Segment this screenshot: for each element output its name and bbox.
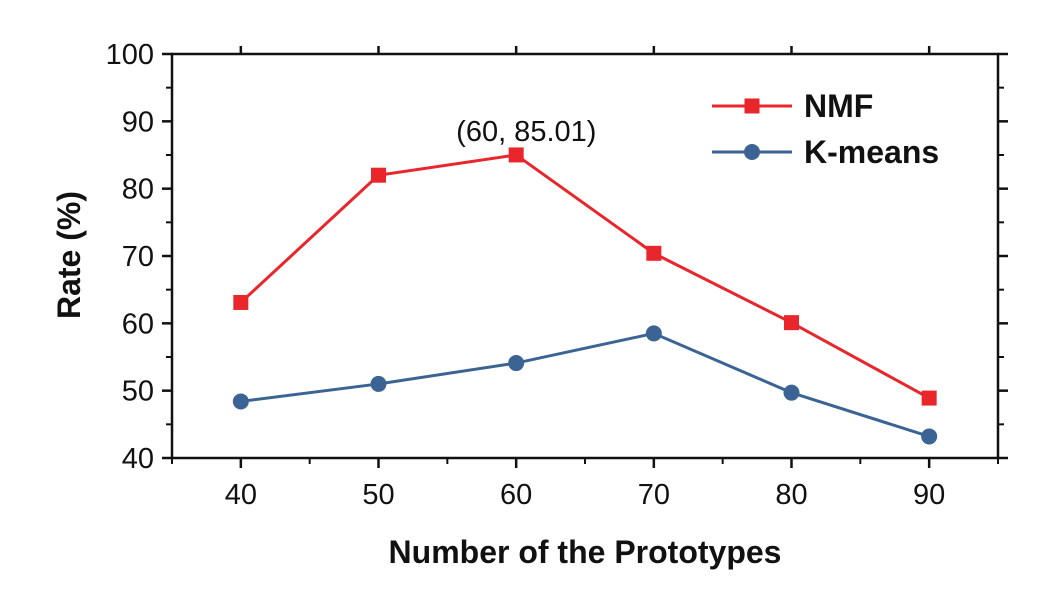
- x-tick-label-70: 70: [638, 479, 670, 511]
- data-point-k-means-40: [232, 393, 249, 410]
- y-tick-label-60: 60: [122, 308, 154, 340]
- y-tick-label-40: 40: [122, 443, 154, 475]
- legend-marker-nmf: [744, 98, 760, 114]
- point-annotation: (60, 85.01): [456, 116, 596, 148]
- x-axis-title: Number of the Prototypes: [389, 534, 782, 570]
- legend-item-k-means: K-means: [712, 134, 939, 170]
- data-point-nmf-90: [921, 390, 937, 406]
- data-point-nmf-60: [508, 147, 524, 163]
- y-axis-title: Rate (%): [51, 191, 87, 319]
- x-axis-ticks: 40 50 60 70 80 90: [171, 46, 999, 511]
- y-tick-label-90: 90: [122, 106, 154, 138]
- series-line-k-means: [240, 331, 930, 438]
- x-tick-label-80: 80: [775, 479, 807, 511]
- annotation-layer: (60, 85.01): [456, 116, 596, 148]
- series-line-nmf: [239, 153, 930, 400]
- y-tick-label-70: 70: [122, 241, 154, 273]
- x-tick-label-90: 90: [913, 479, 945, 511]
- series-nmf: [233, 147, 937, 406]
- y-tick-label-50: 50: [122, 376, 154, 408]
- y-tick-label-100: 100: [106, 39, 154, 71]
- legend-label-k-means: K-means: [804, 134, 939, 170]
- plot-border: [170, 52, 1000, 460]
- data-point-nmf-70: [646, 245, 662, 261]
- x-tick-label-40: 40: [225, 479, 257, 511]
- series-layer: [232, 147, 938, 445]
- data-point-k-means-50: [370, 375, 387, 392]
- legend-label-nmf: NMF: [804, 88, 873, 124]
- data-point-k-means-60: [508, 355, 525, 372]
- legend: NMF K-means: [712, 88, 939, 170]
- series-k-means: [232, 325, 938, 445]
- data-point-nmf-80: [784, 315, 799, 331]
- y-tick-label-80: 80: [122, 174, 154, 206]
- plot-area: [170, 52, 1000, 460]
- data-point-nmf-40: [233, 294, 249, 310]
- data-point-nmf-50: [371, 167, 386, 183]
- x-tick-label-60: 60: [500, 479, 532, 511]
- data-point-k-means-80: [783, 384, 800, 401]
- x-tick-label-50: 50: [362, 479, 394, 511]
- legend-item-nmf: NMF: [712, 88, 873, 124]
- data-point-k-means-90: [921, 428, 938, 445]
- data-point-k-means-70: [645, 325, 662, 342]
- legend-marker-k-means: [744, 144, 760, 160]
- y-axis-ticks: 40 50 60 70 80 90 100: [106, 39, 1008, 475]
